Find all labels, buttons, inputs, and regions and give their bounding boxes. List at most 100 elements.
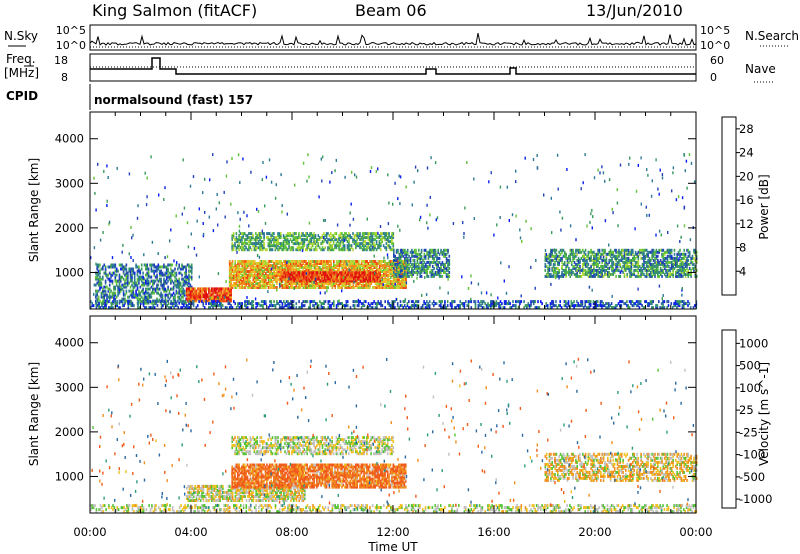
echo-cell [201, 287, 203, 291]
echo-cell [669, 272, 672, 276]
echo-cell [604, 248, 606, 252]
echo-cell [177, 279, 179, 283]
echo-cell [544, 252, 547, 256]
echo-cell [172, 285, 175, 289]
echo-cell [246, 234, 249, 238]
echo-cell [311, 275, 313, 279]
echo-cell [662, 252, 665, 256]
echo-cell [390, 276, 392, 279]
echo-cell [604, 264, 606, 268]
echo-cell [312, 260, 314, 263]
echo-cell [208, 289, 210, 293]
echo-cell [607, 262, 609, 266]
echo-cell [334, 271, 337, 275]
echo-cell [311, 242, 314, 246]
echo-cell [343, 236, 346, 240]
echo-cell [588, 272, 591, 276]
echo-cell [365, 262, 367, 265]
echo-cell [266, 282, 268, 285]
echo-cell [226, 295, 228, 299]
echo-cell [122, 271, 125, 275]
echo-cell [252, 282, 255, 285]
echo-cell [630, 264, 633, 268]
echo-cell [309, 238, 311, 242]
echo-cell [637, 270, 640, 274]
echo-cell [309, 273, 312, 277]
echo-cell [369, 275, 372, 279]
echo-cell [663, 272, 666, 276]
echo-cell [258, 270, 260, 273]
echo-cell [397, 256, 399, 260]
echo-cell [557, 256, 559, 260]
echo-cell [324, 264, 327, 267]
echo-cell [370, 232, 372, 236]
echo-cell [226, 297, 228, 301]
echo-cell [609, 254, 612, 258]
echo-cell [307, 234, 310, 238]
echo-cell [252, 264, 255, 267]
echo-cell [684, 268, 687, 272]
echo-cell [648, 274, 651, 278]
echo-cell [138, 289, 140, 293]
echo-cell [548, 262, 551, 266]
echo-cell [302, 232, 304, 236]
echo-cell [598, 248, 601, 252]
echo-cell [665, 268, 667, 272]
echo-cell [573, 256, 576, 260]
echo-cell [394, 274, 396, 278]
echo-cell [245, 274, 248, 277]
echo-cell [406, 268, 409, 272]
echo-cell [153, 279, 155, 283]
echo-cell [297, 273, 299, 277]
echo-cell [276, 272, 278, 275]
echo-cell [384, 236, 386, 240]
echo-cell [206, 299, 209, 303]
echo-cell [615, 258, 617, 262]
echo-cell [445, 248, 448, 252]
echo-cell [555, 266, 558, 270]
echo-cell [95, 271, 97, 275]
echo-cell [669, 260, 672, 264]
echo-cell [583, 256, 585, 260]
echo-cell [423, 256, 426, 260]
echo-cell [388, 280, 391, 283]
echo-cell [593, 262, 595, 266]
echo-cell [321, 284, 324, 287]
echo-cell [690, 268, 692, 272]
echo-cell [655, 264, 658, 268]
echo-cell [348, 277, 351, 281]
echo-cell [348, 266, 350, 269]
echo-cell [370, 268, 373, 271]
echo-cell [390, 284, 392, 287]
echo-cell [563, 272, 566, 276]
echo-cell [296, 273, 298, 277]
echo-cell [651, 274, 653, 278]
echo-cell [302, 234, 304, 238]
echo-cell [650, 274, 652, 278]
echo-cell [306, 286, 309, 289]
echo-cell [175, 289, 178, 293]
echo-cell [237, 260, 239, 263]
echo-cell [406, 274, 409, 278]
echo-cell [288, 232, 290, 236]
echo-cell [643, 264, 645, 268]
echo-cell [398, 256, 401, 260]
echo-cell [591, 268, 594, 272]
echo-cell [561, 250, 563, 254]
echo-cell [241, 232, 243, 236]
echo-cell [343, 232, 346, 236]
echo-cell [161, 283, 164, 287]
echo-cell [666, 260, 669, 264]
echo-cell [334, 238, 336, 242]
echo-cell [393, 262, 395, 266]
echo-cell [192, 297, 195, 301]
echo-cell [319, 279, 322, 283]
echo-cell [576, 268, 578, 272]
echo-cell [383, 266, 385, 269]
echo-cell [205, 297, 207, 301]
echo-cell [563, 262, 566, 266]
echo-cell [170, 287, 172, 291]
echo-cell [569, 252, 572, 256]
echo-cell [142, 287, 144, 291]
echo-cell [248, 236, 250, 240]
